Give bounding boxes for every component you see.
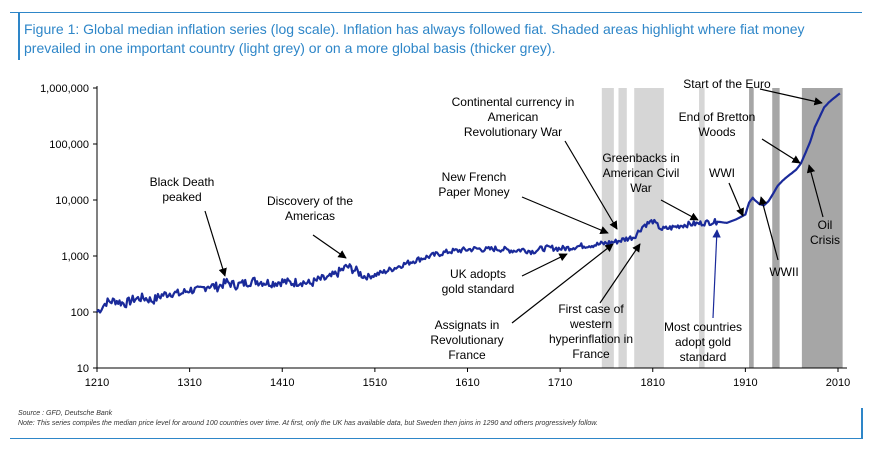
label-start-euro: Start of the Euro	[683, 77, 771, 91]
x-tick-label: 2010	[826, 377, 850, 389]
x-tick-label: 1710	[548, 377, 572, 389]
label-discovery-americas-line: Discovery of the	[267, 194, 353, 208]
label-assignats-line: Assignats in	[435, 318, 500, 332]
label-oil-crisis: Oil Crisis	[810, 218, 840, 247]
label-uk-gold-standard-line: gold standard	[442, 282, 515, 296]
annotation-arrow	[312, 234, 347, 259]
label-greenbacks-line: American Civil	[603, 166, 680, 180]
label-black-death-line: Black Death	[150, 175, 215, 189]
shade-dark	[801, 88, 843, 368]
annotation-arrow	[521, 196, 609, 234]
series-line	[96, 92, 841, 314]
label-assignats: Assignats in Revolutionary France	[430, 318, 503, 362]
y-tick-label: 10	[77, 363, 89, 375]
label-bretton-woods: End of Bretton Woods	[679, 110, 756, 139]
source-text: Source : GFD, Deutsche Bank	[18, 410, 113, 417]
label-continental-currency: Continental currency in American Revolutio…	[452, 95, 575, 139]
x-tick-label: 1510	[363, 377, 387, 389]
label-continental-currency-line: Continental currency in	[452, 95, 575, 109]
annotation-labels: Black Death peaked Discovery of the America…	[150, 77, 840, 364]
label-uk-gold-standard: UK adopts gold standard	[442, 267, 515, 296]
shade-light	[699, 88, 705, 368]
y-tick-label: 1,000,000	[40, 83, 89, 95]
label-first-hyperinflation-line: hyperinflation in	[549, 332, 633, 346]
annotation-arrow	[759, 88, 823, 106]
annotation-arrow	[758, 196, 779, 261]
annotation-arrow	[660, 199, 699, 221]
label-bretton-woods-line: Woods	[698, 125, 735, 139]
shade-dark	[749, 88, 754, 368]
label-first-hyperinflation-line: western	[569, 317, 612, 331]
label-black-death: Black Death peaked	[150, 175, 215, 204]
label-new-french-paper-money: New French Paper Money	[438, 170, 509, 199]
label-greenbacks-line: War	[630, 181, 652, 195]
label-wwi: WWI	[709, 166, 735, 180]
y-tick-label: 10,000	[55, 195, 89, 207]
y-tick-label: 1,000	[61, 251, 89, 263]
header-accent-bar	[18, 12, 20, 60]
annotation-arrow	[806, 164, 824, 218]
label-most-countries-gold-line: Most countries	[664, 320, 742, 334]
y-tick-label: 100,000	[49, 139, 89, 151]
label-wwii: WWII	[769, 265, 798, 279]
label-new-french-paper-money-line: New French	[442, 170, 507, 184]
annotation-arrow	[761, 138, 801, 164]
label-greenbacks: Greenbacks in American Civil War	[602, 151, 679, 195]
label-discovery-americas: Discovery of the Americas	[267, 194, 353, 223]
annotation-arrow	[204, 210, 227, 277]
label-black-death-line: peaked	[162, 190, 201, 204]
annotation-arrow	[712, 229, 721, 319]
annotation-arrows	[204, 88, 824, 324]
footer-rule	[10, 438, 862, 439]
shade-light	[618, 88, 627, 368]
label-most-countries-gold-line: adopt gold	[675, 335, 731, 349]
annotation-arrow	[521, 253, 568, 277]
label-greenbacks-line: Greenbacks in	[602, 151, 679, 165]
x-tick-label: 1310	[177, 377, 201, 389]
label-most-countries-gold-line: standard	[680, 350, 727, 364]
x-tick-label: 1610	[455, 377, 479, 389]
label-wwi-line: WWI	[709, 166, 735, 180]
label-new-french-paper-money-line: Paper Money	[438, 185, 509, 199]
label-wwii-line: WWII	[769, 265, 798, 279]
label-discovery-americas-line: Americas	[285, 209, 335, 223]
label-continental-currency-line: Revolutionary War	[464, 125, 562, 139]
label-oil-crisis-line: Crisis	[810, 233, 840, 247]
footer-accent-bar	[861, 408, 863, 439]
label-assignats-line: Revolutionary	[430, 333, 503, 347]
note-text: Note: This series compiles the median pr…	[18, 420, 598, 427]
x-tick-label: 1910	[733, 377, 757, 389]
annotation-arrow	[564, 140, 618, 230]
label-start-euro-line: Start of the Euro	[683, 77, 771, 91]
y-tick-label: 100	[71, 307, 89, 319]
shade-dark	[772, 88, 780, 368]
annotation-arrow	[511, 243, 614, 324]
label-most-countries-gold: Most countries adopt gold standard	[664, 320, 742, 364]
header-rule	[10, 12, 862, 13]
series-group	[96, 92, 841, 314]
label-uk-gold-standard-line: UK adopts	[450, 267, 506, 281]
x-tick-label: 1410	[270, 377, 294, 389]
label-first-hyperinflation-line: France	[572, 347, 610, 361]
annotation-arrow	[599, 243, 641, 304]
axes: 10 100 1,000 10,000 100,000 1,000,000 1210 1310…	[40, 83, 850, 389]
label-bretton-woods-line: End of Bretton	[679, 110, 756, 124]
label-assignats-line: France	[448, 348, 486, 362]
label-continental-currency-line: American	[488, 110, 539, 124]
annotation-arrow	[728, 182, 744, 217]
figure-title: Figure 1: Global median inflation series…	[24, 21, 805, 56]
x-tick-label: 1210	[85, 377, 109, 389]
x-tick-label: 1810	[641, 377, 665, 389]
label-oil-crisis-line: Oil	[818, 218, 833, 232]
label-first-hyperinflation: First case of western hyperinflation in Fra…	[549, 302, 633, 361]
label-first-hyperinflation-line: First case of	[558, 302, 624, 316]
